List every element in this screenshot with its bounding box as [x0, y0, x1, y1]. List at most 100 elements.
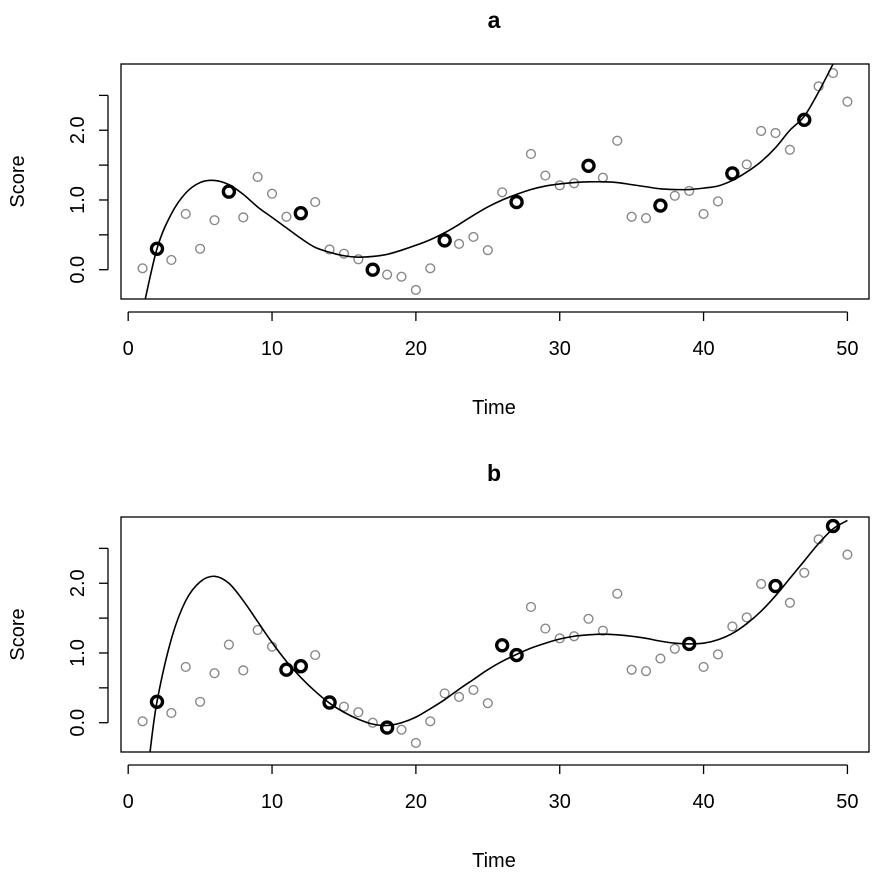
- selected-point: [509, 194, 524, 210]
- y-axis-label: Score: [7, 155, 29, 207]
- data-point: [382, 269, 393, 280]
- data-point: [324, 244, 335, 255]
- data-point: [712, 196, 724, 207]
- data-point: [137, 263, 148, 274]
- x-tick-label: 20: [405, 338, 427, 360]
- fit-curve: [149, 519, 848, 752]
- selected-point: [279, 662, 294, 677]
- data-point: [770, 127, 781, 139]
- x-tick-label: 50: [836, 791, 858, 813]
- x-tick-label: 40: [692, 791, 714, 813]
- data-point: [612, 135, 623, 146]
- data-point: [525, 601, 537, 613]
- data-point: [209, 215, 220, 226]
- selected-point: [322, 695, 337, 710]
- y-tick-label: 2.0: [67, 116, 89, 144]
- selected-point: [509, 647, 524, 663]
- data-point: [439, 688, 450, 699]
- data-point: [583, 613, 594, 624]
- data-point: [698, 208, 709, 220]
- x-tick-label: 0: [123, 791, 134, 813]
- selected-point: [221, 184, 237, 199]
- data-point: [410, 284, 421, 296]
- series-observed: [137, 520, 853, 749]
- data-point: [640, 213, 652, 224]
- selected-point: [653, 198, 668, 213]
- data-point: [195, 243, 206, 254]
- data-point: [425, 716, 436, 727]
- data-point: [669, 190, 680, 201]
- data-point: [209, 668, 220, 679]
- data-point: [640, 666, 652, 677]
- plot-frame: [120, 63, 870, 300]
- data-point: [655, 653, 666, 664]
- chart-panel-a: a 0 10 20 30 40 50 0.0 1.0 2.0 Time Score: [7, 7, 870, 419]
- selected-point: [797, 112, 812, 127]
- series-observed: [137, 67, 853, 296]
- data-point: [338, 248, 350, 259]
- data-point: [453, 691, 465, 703]
- data-point: [266, 188, 278, 199]
- data-point: [497, 187, 508, 198]
- data-point: [756, 578, 767, 590]
- x-tick-label: 0: [123, 338, 134, 360]
- selected-point: [149, 241, 165, 256]
- data-point: [353, 707, 364, 718]
- series-fit: [144, 64, 834, 299]
- selected-point: [365, 262, 380, 277]
- data-point: [842, 549, 853, 560]
- x-tick-label: 30: [549, 338, 571, 360]
- data-point: [195, 696, 206, 707]
- selected-point: [725, 166, 740, 181]
- data-point: [597, 625, 608, 636]
- series-fit: [149, 519, 848, 752]
- selected-point: [293, 659, 309, 674]
- chart-panel-b: b 0 10 20 30 40 50 0.0 1.0 2.0 Time Score: [7, 460, 870, 872]
- chart-title: a: [488, 7, 501, 33]
- data-point: [482, 698, 493, 709]
- y-tick-label: 1.0: [67, 639, 89, 667]
- x-axis-label: Time: [472, 850, 516, 872]
- data-point: [238, 212, 249, 223]
- data-point: [626, 664, 637, 675]
- y-tick-label: 0.0: [67, 256, 89, 284]
- data-point: [396, 271, 407, 282]
- data-point: [626, 211, 637, 222]
- data-point: [540, 623, 551, 634]
- data-point: [712, 649, 724, 660]
- series-selected: [149, 112, 812, 277]
- y-axis-label: Score: [7, 608, 29, 660]
- data-point: [223, 639, 234, 650]
- data-point: [684, 185, 695, 197]
- data-point: [310, 649, 321, 661]
- data-point: [468, 231, 479, 243]
- selected-point: [379, 720, 395, 735]
- data-point: [310, 196, 321, 208]
- data-point: [784, 597, 795, 608]
- x-tick-label: 40: [692, 338, 714, 360]
- x-tick-label: 30: [549, 791, 571, 813]
- data-point: [842, 96, 853, 107]
- fit-curve: [144, 64, 834, 299]
- x-tick-label: 50: [836, 338, 858, 360]
- data-point: [281, 211, 292, 222]
- data-point: [238, 665, 249, 676]
- data-point: [741, 159, 752, 170]
- data-point: [353, 254, 364, 265]
- data-point: [799, 567, 810, 578]
- data-point: [597, 172, 608, 183]
- data-point: [180, 661, 191, 673]
- data-point: [698, 661, 709, 673]
- y-tick-label: 0.0: [67, 709, 89, 737]
- data-point: [612, 588, 623, 599]
- selected-point: [581, 158, 596, 174]
- data-point: [166, 707, 177, 719]
- data-point: [396, 724, 407, 735]
- data-point: [525, 148, 537, 160]
- data-point: [741, 612, 752, 623]
- data-point: [410, 737, 421, 749]
- data-point: [482, 245, 493, 256]
- data-point: [338, 701, 350, 712]
- data-point: [137, 716, 148, 727]
